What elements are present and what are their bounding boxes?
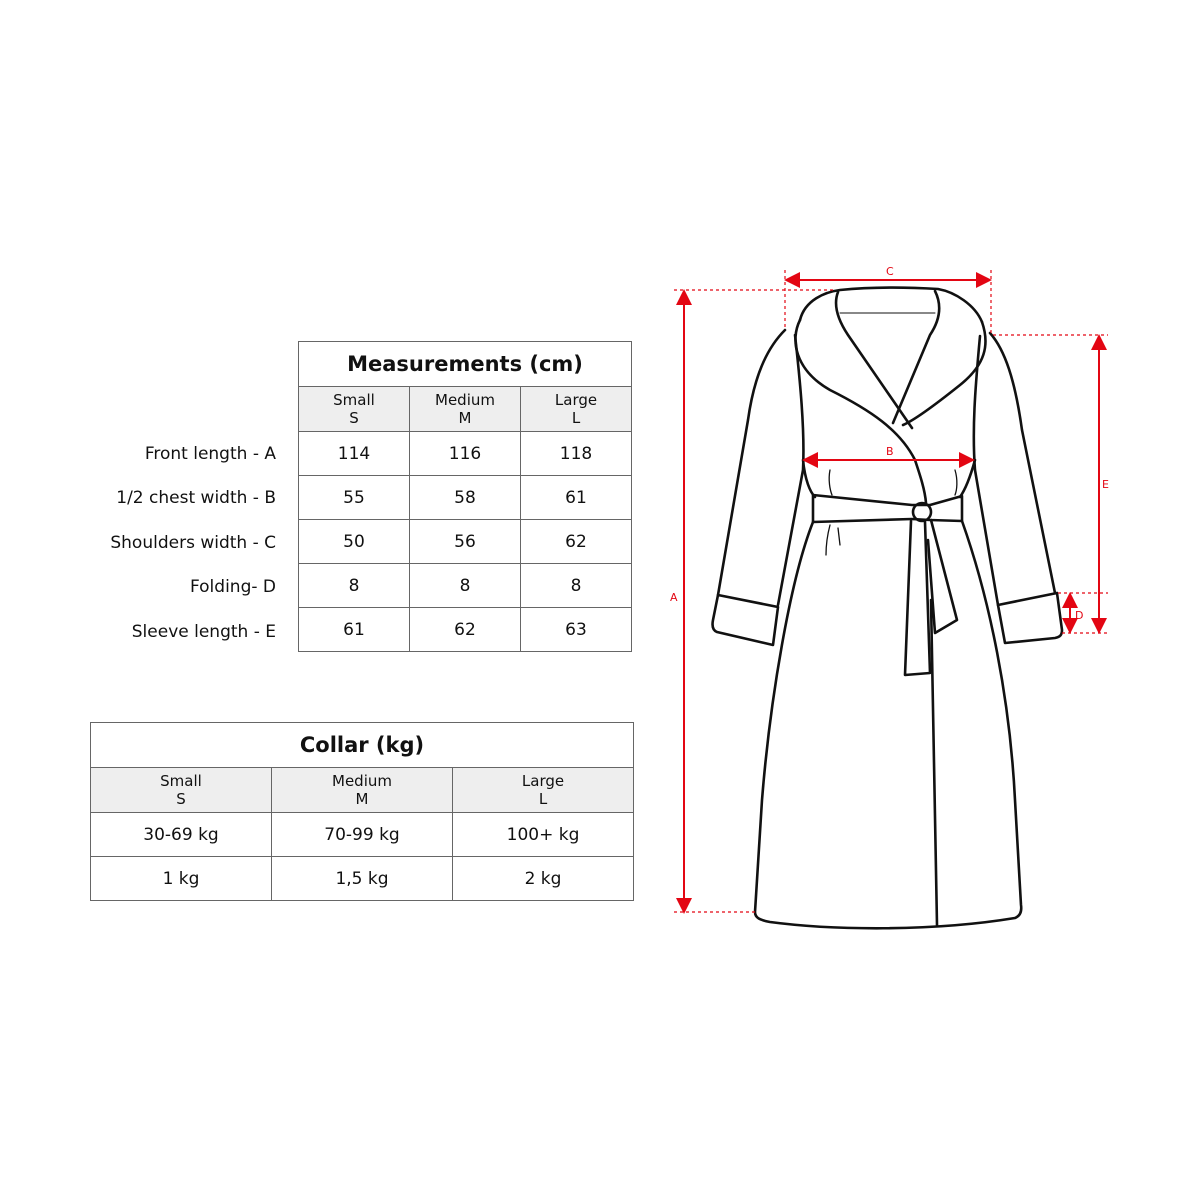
table-cell: 55 — [298, 475, 410, 520]
robe-outline — [711, 286, 1064, 930]
table-cell: 62 — [520, 519, 632, 564]
dimension-label-a: A — [670, 591, 678, 604]
table-cell: 8 — [298, 563, 410, 608]
table-cell: 8 — [520, 563, 632, 608]
table-row: 61 62 63 — [298, 607, 632, 652]
table-cell: 1,5 kg — [271, 856, 453, 901]
table-cell: 100+ kg — [452, 812, 634, 857]
row-label-sleeve-length: Sleeve length - E — [131, 622, 276, 642]
collar-table: Collar (kg) Small S Medium M Large L 30-69 … — [90, 722, 634, 901]
dimension-lines — [674, 270, 1108, 914]
table-row: 8 8 8 — [298, 563, 632, 608]
table-row: 55 58 61 — [298, 475, 632, 520]
size-header-large: Large L — [452, 767, 634, 813]
dimension-label-c: C — [886, 265, 894, 278]
row-label-shoulders-width: Shoulders width - C — [110, 533, 276, 553]
table-cell: 58 — [409, 475, 521, 520]
table-row: 114 116 118 — [298, 431, 632, 476]
table-cell: 2 kg — [452, 856, 634, 901]
table-cell: 50 — [298, 519, 410, 564]
size-header-small: Small S — [298, 386, 410, 432]
table-cell: 118 — [520, 431, 632, 476]
table-cell: 116 — [409, 431, 521, 476]
table-cell: 1 kg — [90, 856, 272, 901]
table-cell: 63 — [520, 607, 632, 652]
size-header-large: Large L — [520, 386, 632, 432]
dimension-label-d: D — [1075, 609, 1083, 622]
measurements-table: Measurements (cm) Small S Medium M Large L … — [298, 341, 632, 652]
dimension-label-b: B — [886, 445, 894, 458]
table-row: 50 56 62 — [298, 519, 632, 564]
size-header-medium: Medium M — [271, 767, 453, 813]
table-row: 30-69 kg 70-99 kg 100+ kg — [90, 812, 634, 857]
row-label-chest-width: 1/2 chest width - B — [116, 488, 276, 508]
table-cell: 61 — [298, 607, 410, 652]
row-label-folding: Folding- D — [189, 577, 276, 597]
row-label-front-length: Front length - A — [144, 444, 276, 464]
dimension-label-e: E — [1102, 478, 1109, 491]
table-cell: 61 — [520, 475, 632, 520]
measurements-title: Measurements (cm) — [298, 341, 632, 387]
table-row: 1 kg 1,5 kg 2 kg — [90, 856, 634, 901]
